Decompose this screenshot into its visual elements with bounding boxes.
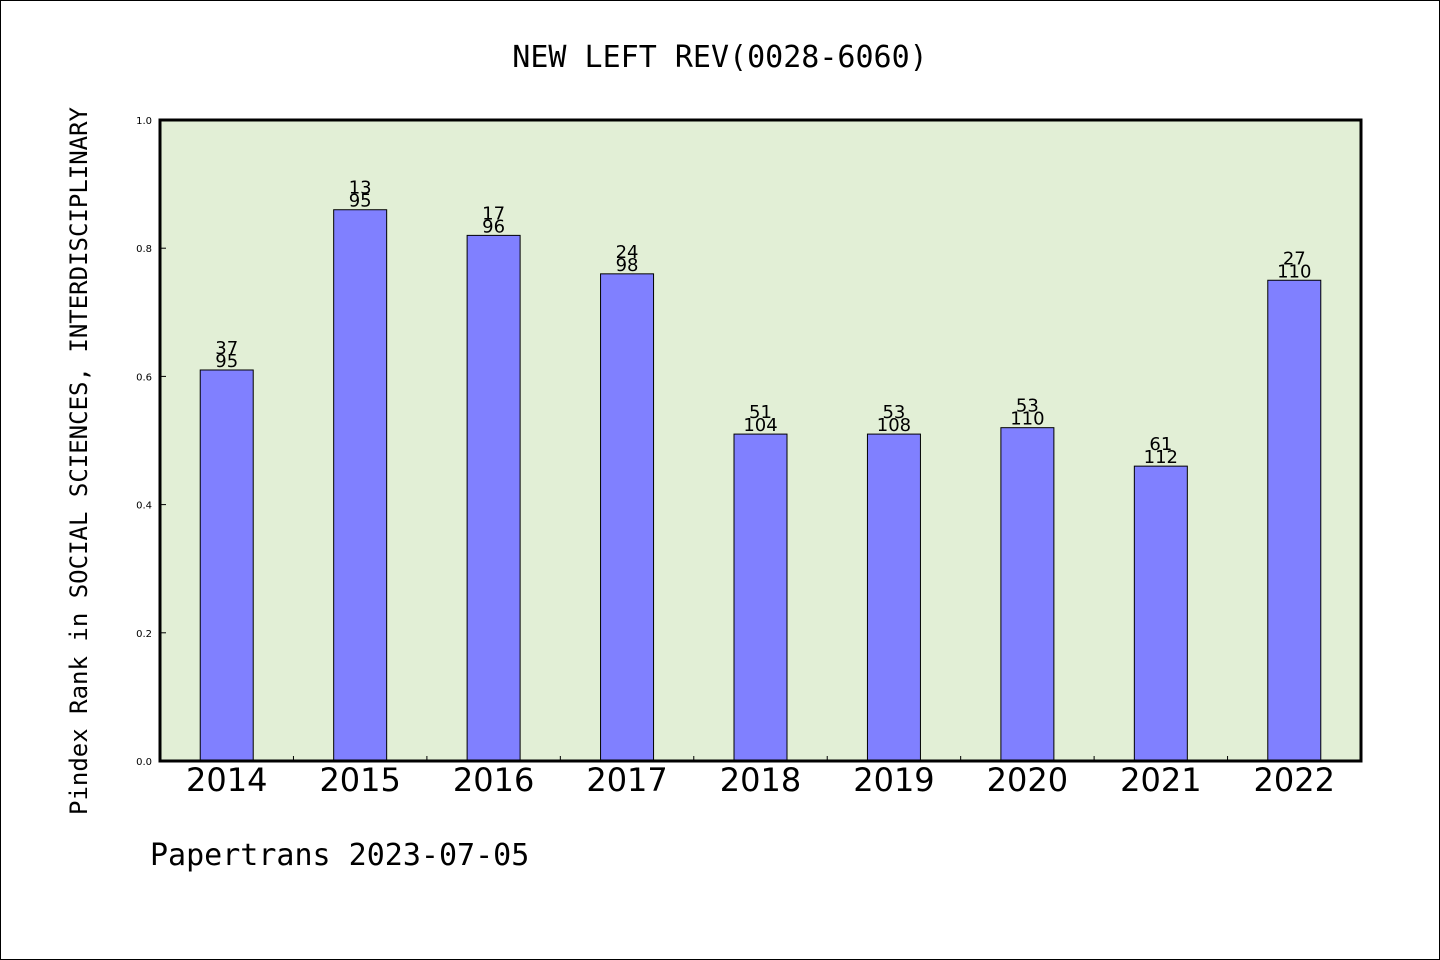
x-tick-label-2021: 2021 [1120, 761, 1201, 799]
rank-label-2015: 13 [349, 178, 372, 199]
bar-2015 [333, 209, 388, 762]
y-tick-label-0.6: 0.6 [136, 372, 152, 383]
total-label-2019: 108 [877, 415, 911, 436]
x-tick-label-2015: 2015 [319, 761, 400, 799]
total-label-2016: 96 [482, 216, 505, 237]
rank-label-2016: 17 [482, 203, 505, 224]
rank-label-2022: 27 [1283, 248, 1306, 269]
y-tick-label-0.0: 0.0 [136, 757, 152, 768]
bars-layer [199, 209, 1322, 762]
x-tick-label-2019: 2019 [853, 761, 934, 799]
x-tick-label-2018: 2018 [720, 761, 801, 799]
rank-label-2020: 53 [1016, 396, 1039, 417]
bar-2019 [866, 433, 921, 762]
x-tick-label-2014: 2014 [186, 761, 267, 799]
x-tick-label-2016: 2016 [453, 761, 534, 799]
credit-text: Papertrans 2023-07-05 [150, 838, 529, 873]
bar-2020 [1000, 427, 1055, 762]
total-label-2020: 110 [1010, 409, 1044, 430]
rank-label-2018: 51 [749, 402, 772, 423]
y-axis-label: Pindex Rank in SOCIAL SCIENCES, INTERDIS… [65, 106, 93, 815]
bar-2014 [199, 369, 254, 762]
rank-label-2014: 37 [215, 338, 238, 359]
total-label-2022: 110 [1277, 261, 1311, 282]
y-tick-label-0.2: 0.2 [136, 629, 152, 640]
rank-label-2021: 61 [1149, 434, 1172, 455]
x-tick-label-2017: 2017 [586, 761, 667, 799]
y-tick-label-0.8: 0.8 [136, 244, 152, 255]
total-label-2021: 112 [1144, 447, 1178, 468]
chart-title: NEW LEFT REV(0028-6060) [512, 40, 927, 75]
bar-2017 [600, 273, 655, 762]
bar-2018 [733, 433, 788, 762]
x-tick-label-2022: 2022 [1254, 761, 1335, 799]
y-tick-label-0.4: 0.4 [136, 501, 152, 512]
axes-layer: 2014 2015 2016 2017 2018 2019 2020 2021 2022 0.0 0… [136, 116, 1363, 799]
y-tick-label-1.0: 1.0 [136, 116, 152, 127]
bar-2021 [1133, 465, 1188, 762]
rank-label-2019: 53 [882, 402, 905, 423]
bar-2022 [1267, 279, 1322, 762]
plot-frame [158, 118, 1363, 763]
total-label-2017: 98 [616, 255, 639, 276]
x-tick-label-2020: 2020 [987, 761, 1068, 799]
data-labels-layer: 3795139517962498511045310853110611122711… [215, 178, 1311, 468]
total-label-2018: 104 [743, 415, 777, 436]
bar-2016 [466, 234, 521, 762]
total-label-2014: 95 [215, 351, 238, 372]
rank-label-2017: 24 [616, 242, 639, 263]
total-label-2015: 95 [349, 191, 372, 212]
